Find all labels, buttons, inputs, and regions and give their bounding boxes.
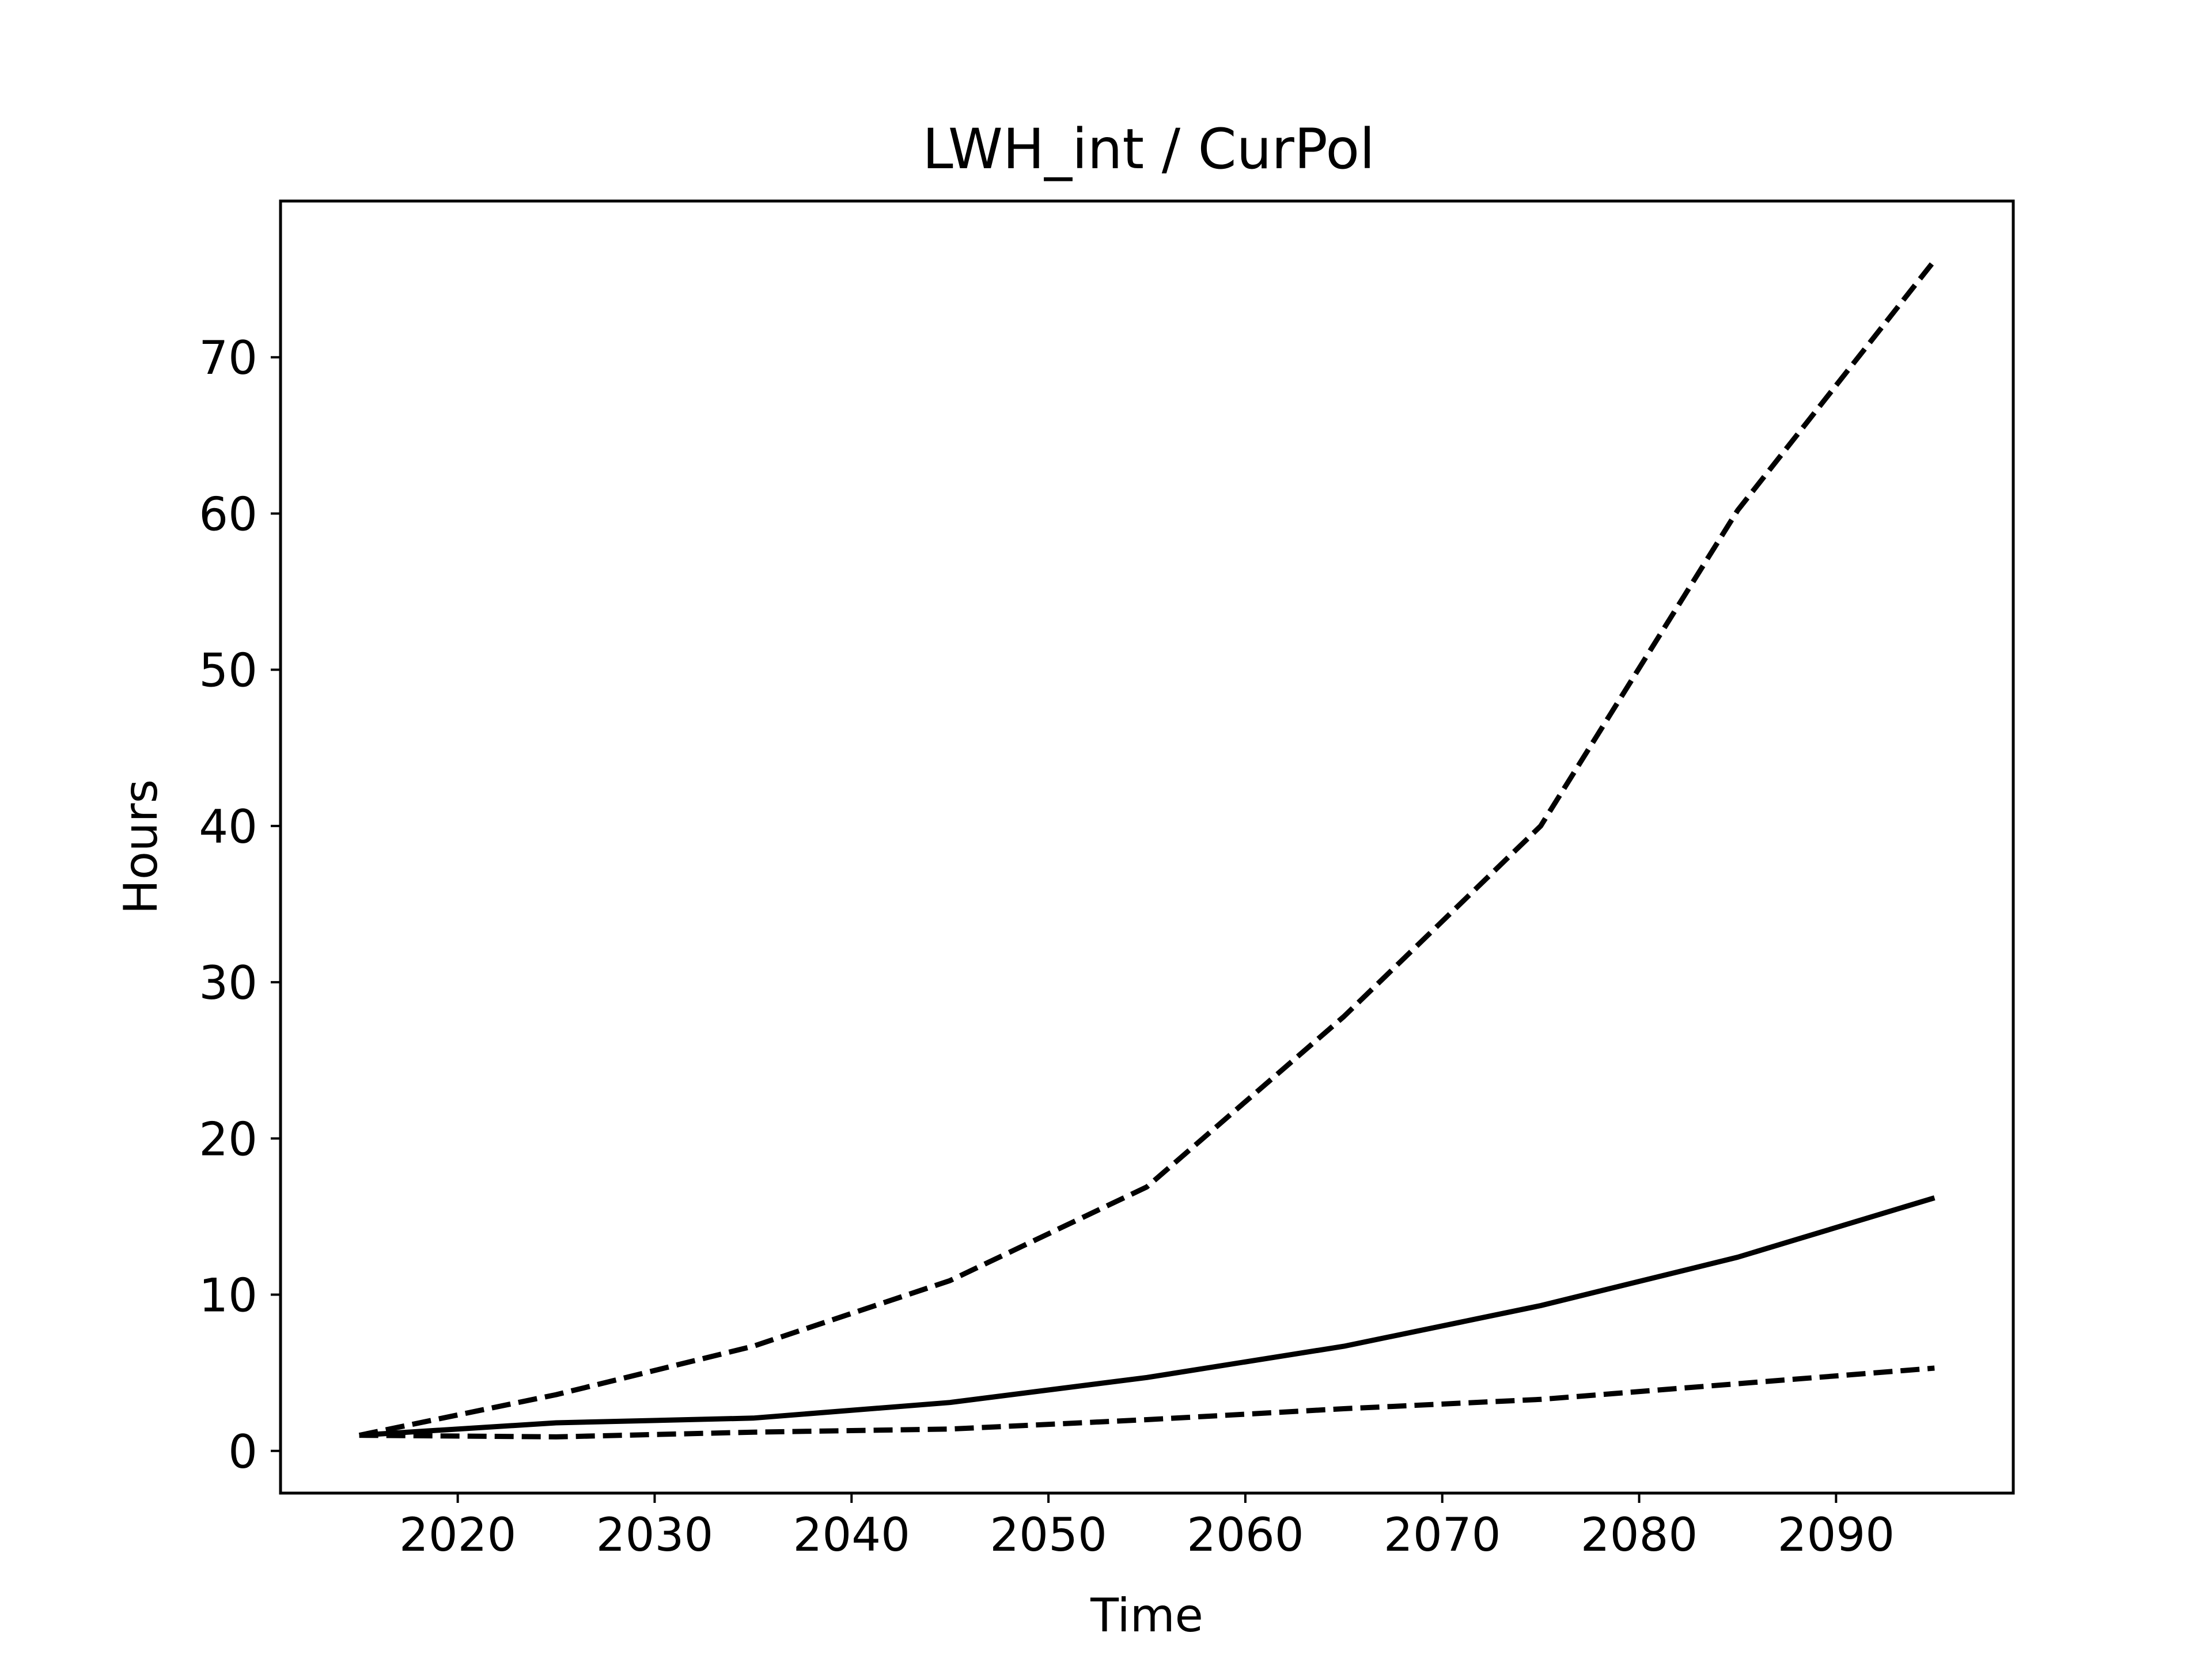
x-tick-label: 2080	[1581, 1508, 1698, 1562]
chart-title: LWH_int / CurPol	[922, 117, 1375, 181]
series-lower-dashed-line	[359, 1365, 1935, 1440]
x-axis-title: Time	[1090, 1589, 1203, 1642]
series-solid-line	[359, 1195, 1936, 1438]
x-tick-label: 2060	[1187, 1508, 1304, 1562]
y-tick-label: 40	[199, 800, 257, 854]
x-tick-label: 2090	[1778, 1508, 1895, 1562]
series-upper-dashed-line	[358, 259, 1937, 1438]
x-tick-label: 2070	[1384, 1508, 1501, 1562]
x-tick-label: 2020	[399, 1508, 517, 1562]
series-layer	[358, 259, 1937, 1440]
y-tick-label: 60	[199, 487, 257, 541]
x-tick-label: 2030	[596, 1508, 714, 1562]
y-tick-label: 20	[199, 1112, 257, 1166]
y-axis: 0 10 20 30 40 50 60 70	[199, 331, 281, 1479]
y-tick-label: 50	[199, 644, 257, 698]
y-tick-label: 10	[199, 1269, 257, 1323]
plot-area-frame	[279, 199, 2015, 1495]
y-axis-title: Hours	[114, 779, 168, 914]
x-axis: 2020 2030 2040 2050 2060 2070 2080 2090	[399, 1493, 1895, 1562]
x-tick-label: 2050	[990, 1508, 1107, 1562]
x-tick-label: 2040	[793, 1508, 910, 1562]
y-tick-label: 0	[228, 1425, 257, 1479]
y-tick-label: 30	[199, 956, 257, 1010]
y-tick-label: 70	[199, 331, 257, 385]
